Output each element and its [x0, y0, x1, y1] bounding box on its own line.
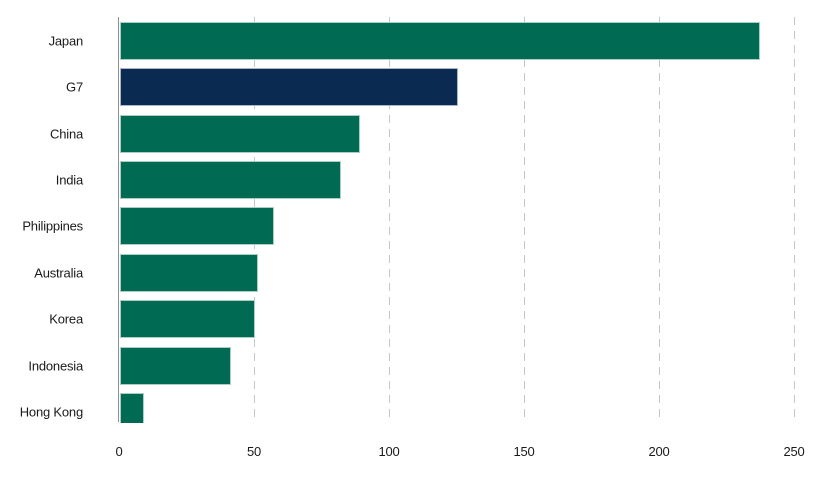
category-label: Hong Kong: [19, 404, 83, 420]
value-axis-zero-line: [118, 17, 119, 422]
category-label: India: [55, 172, 83, 188]
category-label: Australia: [34, 265, 83, 281]
category-label: Philippines: [22, 218, 83, 234]
bar: [120, 207, 274, 246]
bar-highlighted: [120, 68, 458, 107]
gridline: [659, 17, 660, 423]
bar: [120, 21, 760, 60]
bar: [120, 114, 361, 153]
category-label: Korea: [49, 311, 83, 327]
plot-area: [118, 17, 830, 423]
category-label: G7: [66, 79, 83, 95]
bar: [120, 160, 342, 199]
category-label: Japan: [48, 33, 84, 49]
category-label: Indonesia: [28, 358, 83, 373]
bar: [120, 392, 145, 423]
x-tick-label: 150: [513, 444, 535, 459]
x-tick-label: 100: [378, 444, 400, 459]
bar: [120, 346, 231, 385]
bar: [120, 253, 258, 292]
gridline: [389, 17, 390, 423]
bar: [120, 300, 255, 339]
x-tick-label: 50: [246, 444, 262, 459]
x-tick-label: 200: [648, 444, 670, 459]
gridline: [524, 17, 525, 423]
value-axis: 0 50 100 150 200 250: [0, 444, 830, 464]
category-axis: Japan G7 China India Philippines Australia Kor…: [0, 0, 83, 480]
x-tick-label: 250: [783, 444, 805, 459]
x-tick-label: 0: [115, 444, 123, 459]
category-label: China: [50, 126, 83, 141]
gridline: [794, 17, 795, 423]
